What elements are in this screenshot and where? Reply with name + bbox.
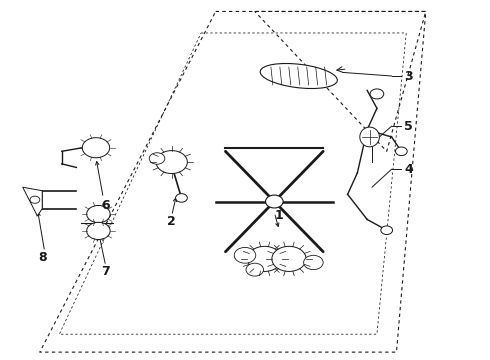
Circle shape	[175, 194, 187, 202]
Polygon shape	[23, 187, 42, 216]
Text: 4: 4	[404, 163, 413, 176]
Ellipse shape	[360, 127, 379, 147]
Circle shape	[149, 153, 165, 164]
Circle shape	[87, 206, 110, 223]
Circle shape	[381, 226, 392, 234]
Circle shape	[30, 196, 40, 203]
Text: 5: 5	[404, 120, 413, 133]
Circle shape	[266, 195, 283, 208]
Circle shape	[272, 246, 306, 271]
Circle shape	[370, 89, 384, 99]
Circle shape	[87, 222, 110, 239]
Circle shape	[395, 147, 407, 156]
Ellipse shape	[260, 63, 337, 89]
Circle shape	[304, 255, 323, 270]
Circle shape	[234, 247, 256, 263]
Text: 7: 7	[101, 265, 110, 278]
Circle shape	[82, 138, 110, 158]
Circle shape	[247, 246, 282, 271]
Text: 1: 1	[275, 210, 284, 222]
Circle shape	[156, 150, 187, 174]
Circle shape	[246, 263, 264, 276]
Text: 3: 3	[404, 69, 413, 82]
Text: 2: 2	[167, 215, 176, 228]
Text: 8: 8	[38, 251, 47, 264]
Text: 6: 6	[101, 199, 110, 212]
